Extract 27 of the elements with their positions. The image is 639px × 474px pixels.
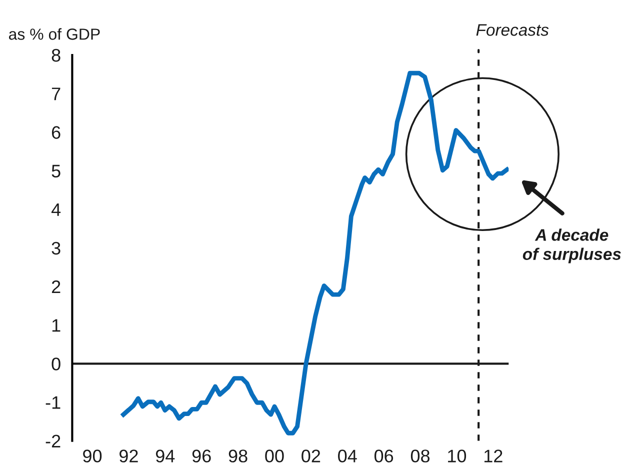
y-axis-title: as % of GDP — [8, 28, 100, 40]
x-tick-label: 90 — [83, 450, 102, 462]
y-tick-label: 8 — [52, 48, 60, 62]
y-tick-label: 4 — [51, 203, 61, 216]
x-tick-label: 94 — [156, 450, 175, 462]
ref-line-label: Forecasts — [476, 24, 549, 36]
line-series — [121, 70, 509, 436]
y-tick-label: 6 — [52, 126, 60, 139]
y-tick-label: -1 — [46, 396, 60, 409]
y-tick-label: 0 — [52, 358, 60, 370]
y-tick-label: 3 — [52, 242, 60, 255]
x-tick-label: 12 — [484, 450, 502, 462]
x-tick-label: 96 — [192, 450, 211, 462]
x-tick-label: 98 — [228, 450, 248, 462]
x-tick-label: 08 — [410, 450, 430, 462]
text: A decade of surpluses — [522, 228, 621, 264]
x-tick-label: 92 — [120, 450, 138, 462]
y-tick-label: -2 — [46, 434, 60, 448]
x-tick-label: 10 — [448, 450, 466, 462]
x-tick-label: 06 — [374, 450, 394, 462]
x-tick-label: 00 — [265, 450, 284, 462]
y-tick-label: 5 — [52, 164, 60, 178]
x-tick-label: 04 — [338, 450, 357, 462]
y-tick-label: 2 — [52, 280, 60, 294]
y-tick-label: 1 — [52, 319, 60, 332]
x-tick-label: 02 — [302, 450, 320, 462]
y-tick-label: 7 — [52, 88, 60, 100]
